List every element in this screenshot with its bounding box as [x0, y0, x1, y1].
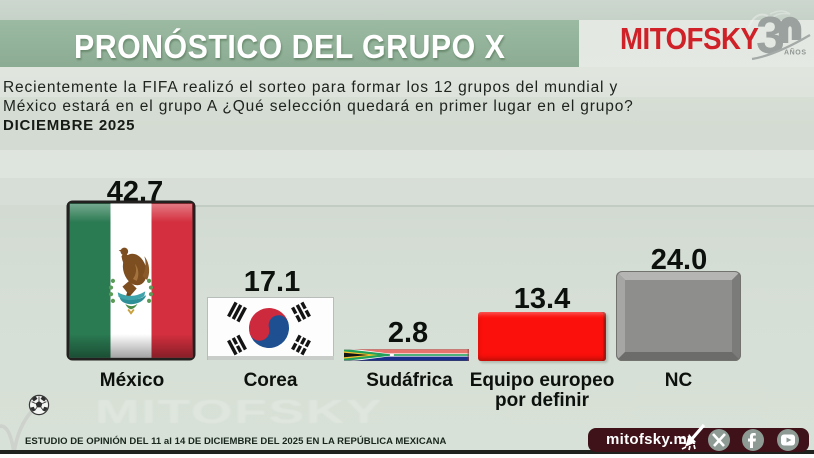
svg-text:AÑOS: AÑOS — [784, 48, 807, 57]
